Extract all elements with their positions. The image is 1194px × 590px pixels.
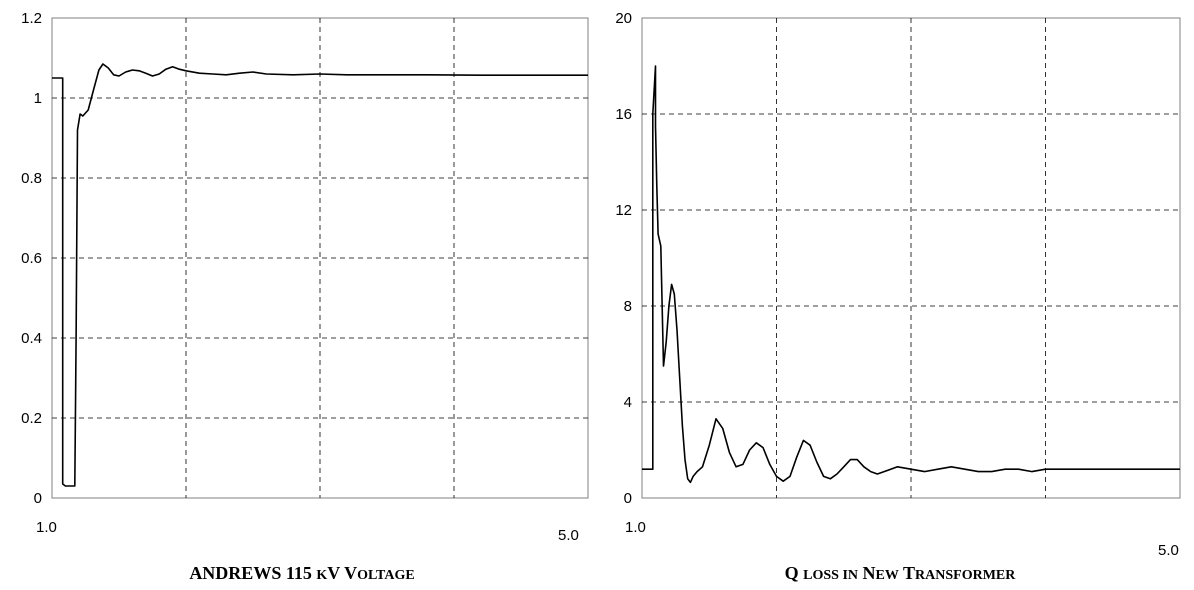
q-loss-y-tick-label: 8 xyxy=(624,298,632,315)
q-loss-series-line xyxy=(642,65,1180,484)
voltage-series-line xyxy=(52,63,588,487)
voltage-x-tick-label-start: 1.0 xyxy=(36,519,57,536)
q-loss-chart: 0 4 8 12 16 20 1.0 5.0 Q LOSS IN NEW TRANSFOR… xyxy=(615,10,1181,583)
q-loss-x-tick-label-end: 5.0 xyxy=(1158,542,1179,559)
voltage-y-tick-label: 0.8 xyxy=(21,170,42,187)
q-loss-chart-title: Q LOSS IN NEW TRANSFORMER xyxy=(785,563,1017,583)
q-loss-x-tick-label-start: 1.0 xyxy=(625,519,646,536)
voltage-x-tick-label-end: 5.0 xyxy=(558,527,579,544)
q-loss-y-tick-label: 4 xyxy=(624,394,632,411)
q-loss-y-tick-label: 20 xyxy=(615,10,632,27)
voltage-y-tick-label: 0 xyxy=(34,490,42,507)
voltage-y-tick-label: 0.6 xyxy=(21,250,42,267)
q-loss-y-tick-label: 0 xyxy=(624,490,632,507)
q-loss-series xyxy=(642,65,1180,484)
q-loss-y-tick-label: 12 xyxy=(615,202,632,219)
q-loss-y-tick-label: 16 xyxy=(615,106,632,123)
voltage-y-tick-label: 0.2 xyxy=(21,410,42,427)
q-loss-grid xyxy=(642,18,1180,498)
voltage-grid xyxy=(52,18,588,498)
voltage-y-tick-label: 0.4 xyxy=(21,330,42,347)
voltage-chart-title: ANDREWS 115 KV VOLTAGE xyxy=(189,563,414,583)
voltage-y-ticks: 0 0.2 0.4 0.6 0.8 1 1.2 xyxy=(21,10,42,507)
voltage-chart: 0 0.2 0.4 0.6 0.8 1 1.2 1.0 5.0 ANDREWS 115 KV… xyxy=(21,10,589,583)
voltage-y-tick-label: 1.2 xyxy=(21,10,42,27)
voltage-y-tick-label: 1 xyxy=(34,90,42,107)
voltage-series xyxy=(52,63,588,487)
q-loss-y-ticks: 0 4 8 12 16 20 xyxy=(615,10,632,507)
